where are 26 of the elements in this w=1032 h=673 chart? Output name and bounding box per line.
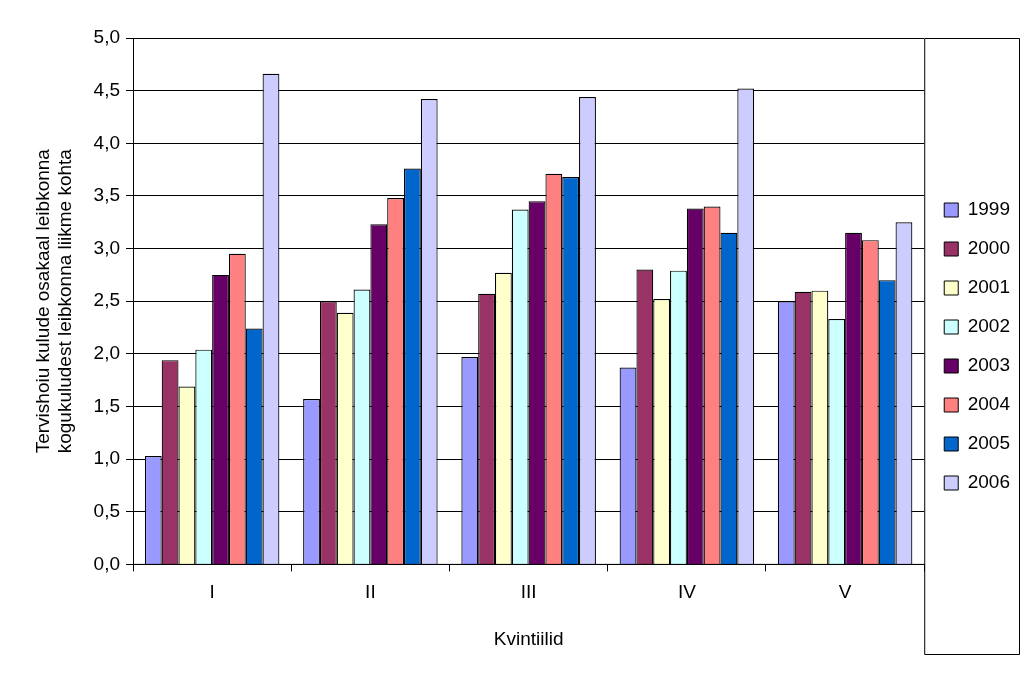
legend-label: 2000 — [967, 237, 1011, 259]
x-tick-label: II — [365, 581, 376, 603]
legend-label: 2006 — [967, 471, 1011, 493]
y-tick-label: 5,0 — [93, 26, 121, 48]
legend-label: 2004 — [967, 393, 1011, 415]
y-tick-label: 3,0 — [93, 236, 121, 258]
y-tick-label: 2,0 — [93, 342, 121, 364]
y-tick-label: 1,0 — [93, 447, 121, 469]
y-axis-title: Tervishoiu kulude osakaal leibkonna kogukuludest leibkonna liikme kohta — [31, 148, 76, 454]
y-tick-label: 2,5 — [93, 289, 121, 311]
y-tick-label: 3,5 — [93, 184, 121, 206]
y-tick-label: 4,0 — [93, 131, 121, 153]
x-axis-title: Kvintiilid — [493, 627, 564, 649]
legend-label: 2001 — [967, 276, 1011, 298]
x-tick-label: I — [209, 581, 215, 603]
legend-label: 2003 — [967, 354, 1011, 376]
y-tick-label: 0,5 — [93, 499, 121, 521]
x-tick-label: V — [838, 581, 852, 603]
y-tick-label: 4,5 — [93, 78, 121, 100]
x-tick-label: IV — [677, 581, 697, 603]
legend-label: 2005 — [967, 432, 1011, 454]
y-tick-label: 1,5 — [93, 394, 121, 416]
x-tick-label: III — [520, 581, 537, 603]
y-tick-label: 0,0 — [93, 552, 121, 574]
legend-label: 1999 — [967, 198, 1011, 220]
legend-label: 2002 — [967, 315, 1011, 337]
